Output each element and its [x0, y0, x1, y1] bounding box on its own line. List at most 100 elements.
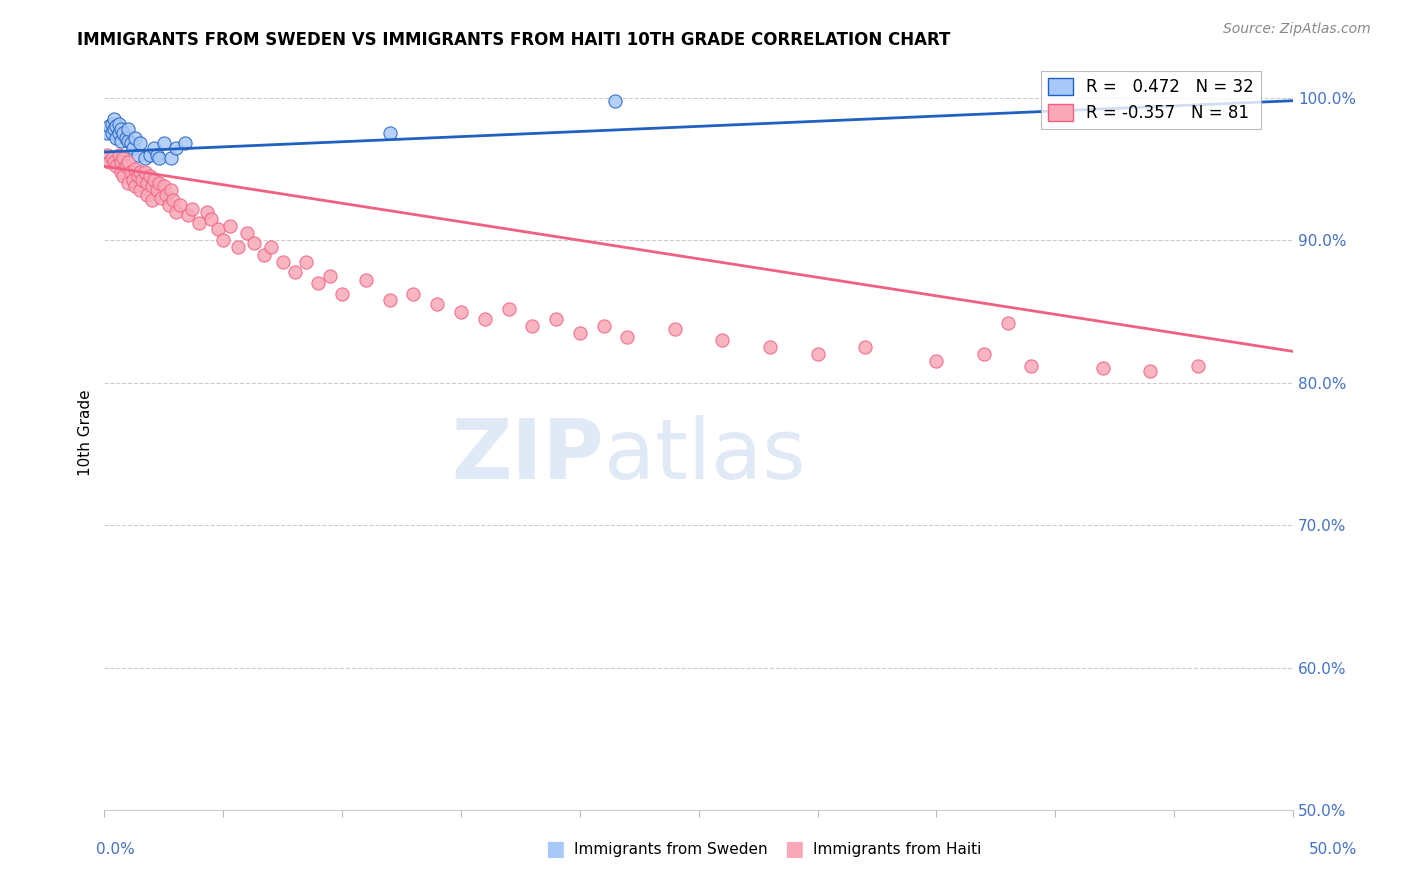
Text: Source: ZipAtlas.com: Source: ZipAtlas.com: [1223, 22, 1371, 37]
Point: [544, 311, 567, 326]
Point: [207, 222, 229, 236]
Point: [295, 254, 318, 268]
Point: [127, 169, 149, 184]
Point: [1139, 364, 1161, 378]
Point: [219, 219, 242, 233]
Point: [236, 226, 259, 240]
Point: [100, 116, 122, 130]
Point: [134, 151, 156, 165]
Point: [143, 141, 166, 155]
Point: [103, 112, 125, 127]
Point: [145, 184, 167, 198]
Point: [853, 340, 876, 354]
Point: [105, 159, 128, 173]
Point: [105, 130, 128, 145]
Point: [103, 155, 125, 169]
Point: [160, 151, 183, 165]
Point: [973, 347, 995, 361]
Point: [117, 155, 139, 169]
Point: [664, 321, 686, 335]
Point: [330, 287, 353, 301]
Text: atlas: atlas: [603, 415, 806, 496]
Point: [997, 316, 1019, 330]
Point: [402, 287, 425, 301]
Point: [100, 127, 122, 141]
Point: [124, 130, 146, 145]
Point: [148, 177, 170, 191]
Point: [195, 204, 218, 219]
Point: [160, 184, 183, 198]
Point: [165, 141, 187, 155]
Point: [100, 151, 122, 165]
Point: [141, 194, 163, 208]
Point: [145, 148, 167, 162]
Point: [181, 202, 204, 216]
Point: [112, 127, 135, 141]
Point: [114, 130, 136, 145]
Point: [127, 148, 149, 162]
Point: [96, 148, 118, 162]
Point: [141, 179, 163, 194]
Point: [1187, 359, 1209, 373]
Point: [378, 127, 401, 141]
Point: [711, 333, 734, 347]
Point: [124, 162, 146, 177]
Point: [138, 169, 160, 184]
Point: [176, 208, 198, 222]
Point: [117, 134, 139, 148]
Text: 0.0%: 0.0%: [96, 842, 135, 856]
Text: IMMIGRANTS FROM SWEDEN VS IMMIGRANTS FROM HAITI 10TH GRADE CORRELATION CHART: IMMIGRANTS FROM SWEDEN VS IMMIGRANTS FRO…: [77, 31, 950, 49]
Point: [117, 122, 139, 136]
Point: [136, 177, 159, 191]
Point: [103, 122, 125, 136]
Point: [122, 173, 145, 187]
Point: [117, 177, 139, 191]
Point: [568, 326, 591, 340]
Point: [188, 216, 211, 230]
Point: [110, 122, 132, 136]
Point: [155, 187, 177, 202]
Point: [616, 330, 638, 344]
Point: [253, 247, 276, 261]
Point: [162, 194, 184, 208]
Point: [243, 236, 266, 251]
Text: Immigrants from Haiti: Immigrants from Haiti: [813, 842, 981, 856]
Point: [120, 136, 142, 151]
Text: Immigrants from Sweden: Immigrants from Sweden: [574, 842, 768, 856]
Point: [474, 311, 496, 326]
Point: [148, 151, 170, 165]
Point: [1091, 361, 1114, 376]
Point: [98, 120, 121, 134]
Point: [153, 179, 176, 194]
Point: [107, 116, 129, 130]
Point: [354, 273, 377, 287]
Point: [759, 340, 782, 354]
Point: [319, 268, 342, 283]
Point: [105, 120, 128, 134]
Point: [107, 127, 129, 141]
Point: [138, 148, 160, 162]
Point: [110, 155, 132, 169]
Point: [129, 184, 152, 198]
Point: [143, 173, 166, 187]
Point: [806, 347, 828, 361]
Point: [134, 165, 156, 179]
Point: [605, 94, 627, 108]
Point: [153, 136, 176, 151]
Point: [378, 293, 401, 307]
Point: [112, 169, 135, 184]
Point: [129, 165, 152, 179]
Point: [925, 354, 948, 368]
Point: [136, 187, 159, 202]
Point: [284, 265, 307, 279]
Point: [157, 197, 180, 211]
Text: ■: ■: [785, 839, 804, 859]
Point: [212, 233, 235, 247]
Legend: R =   0.472   N = 32, R = -0.357   N = 81: R = 0.472 N = 32, R = -0.357 N = 81: [1042, 71, 1261, 129]
Point: [260, 240, 283, 254]
Point: [122, 141, 145, 155]
Point: [271, 254, 294, 268]
Text: 50.0%: 50.0%: [1309, 842, 1357, 856]
Point: [498, 301, 520, 316]
Point: [150, 190, 173, 204]
